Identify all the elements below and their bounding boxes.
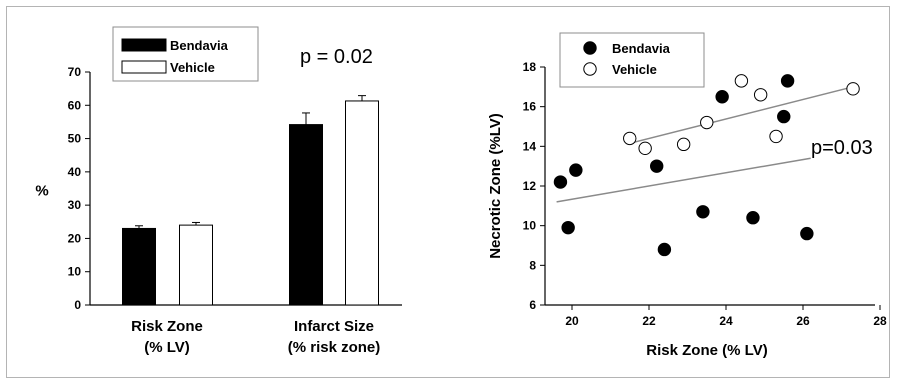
bar-legend: Bendavia Vehicle [112, 26, 259, 82]
scatter-y-tick-label: 14 [523, 139, 537, 153]
bar-y-tick-label: 50 [68, 132, 82, 146]
bar-legend-swatch-bendavia [121, 38, 167, 52]
scatter-x-tick-label: 28 [873, 314, 887, 328]
point-bendavia [650, 159, 664, 173]
point-bendavia [657, 242, 672, 257]
scatter-legend-label: Vehicle [612, 62, 657, 77]
point-vehicle [753, 88, 768, 102]
scatter-y-tick-label: 6 [529, 298, 536, 312]
point-vehicle [638, 141, 652, 156]
bar-vehicle [345, 100, 379, 306]
point-bendavia [696, 205, 710, 219]
trendline-bendavia [556, 157, 811, 203]
bar-category-label: Risk Zone (% LV) [131, 318, 203, 356]
point-bendavia [553, 175, 568, 189]
scatter-x-tick-label: 26 [796, 314, 810, 328]
bar-y-tick-label: 70 [68, 65, 82, 79]
bar-y-tick-label: 0 [74, 298, 81, 312]
bar-y-axis-title: % [35, 183, 48, 200]
scatter-y-tick-label: 18 [523, 60, 537, 74]
point-bendavia [569, 163, 583, 177]
point-vehicle [846, 82, 860, 96]
bar-chart: 0 10 20 30 40 50 60 70% Risk Zone (% LV) Infarct S… [35, 26, 402, 356]
bar-y-tick-label: 60 [68, 98, 82, 112]
bar-y-tick-label: 40 [68, 165, 82, 179]
scatter-x-tick-label: 24 [719, 314, 733, 328]
bar-category-label: Infarct Size (% risk zone) [288, 318, 381, 356]
scatter-legend-marker-vehicle [583, 62, 597, 76]
bar-vehicle [179, 224, 213, 306]
point-vehicle [734, 74, 749, 88]
scatter-x-tick-label: 20 [565, 314, 579, 328]
scatter-chart: 6 8 10 12 14 16 18 20 22 24 26 28 Risk Zone (% LV) Ne… [487, 32, 887, 359]
scatter-y-axis-title: Necrotic Zone (%LV) [487, 113, 504, 259]
point-bendavia [780, 74, 795, 88]
point-bendavia [800, 226, 814, 241]
scatter-y-tick-label: 10 [523, 219, 537, 233]
point-bendavia [777, 109, 791, 124]
scatter-x-axis-title: Risk Zone (% LV) [646, 342, 767, 359]
scatter-y-tick-label: 16 [523, 100, 537, 114]
bar-y-tick-label: 30 [68, 198, 82, 212]
bar-legend-swatch-vehicle [121, 60, 167, 74]
point-bendavia [715, 90, 729, 104]
scatter-y-tick-label: 8 [529, 258, 536, 272]
bar-legend-label: Vehicle [170, 60, 215, 75]
point-vehicle [700, 115, 714, 130]
p-value-annotation: p = 0.02 [300, 46, 373, 68]
scatter-legend-label: Bendavia [612, 41, 671, 56]
trendline-vehicle [633, 86, 854, 144]
bar-bendavia [289, 124, 323, 306]
bar-y-tick-label: 10 [68, 265, 82, 279]
bar-legend-label: Bendavia [170, 38, 229, 53]
scatter-legend-box [559, 32, 705, 88]
point-bendavia [746, 211, 760, 225]
point-vehicle [769, 129, 783, 144]
point-vehicle [623, 131, 637, 146]
scatter-y-tick-label: 12 [523, 179, 537, 193]
p-value-annotation: p=0.03 [811, 137, 873, 159]
point-bendavia [561, 220, 575, 235]
bar-bendavia [122, 227, 156, 306]
bar-y-tick-label: 20 [68, 231, 82, 245]
scatter-legend: Bendavia Vehicle [559, 32, 705, 88]
point-vehicle [676, 137, 691, 152]
scatter-legend-marker-bendavia [583, 41, 597, 55]
scatter-x-tick-label: 22 [642, 314, 656, 328]
